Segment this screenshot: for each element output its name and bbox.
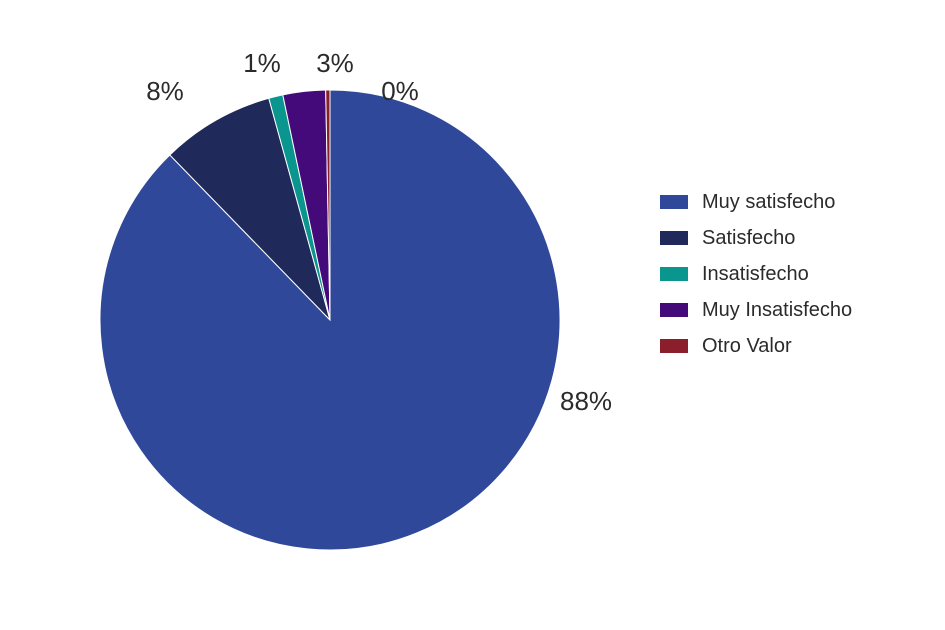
pie-slice-label: 8%	[146, 76, 184, 106]
legend-label: Muy Insatisfecho	[702, 299, 852, 321]
legend-swatch	[660, 303, 688, 317]
legend-swatch	[660, 267, 688, 281]
pie-slice-label: 88%	[560, 386, 612, 416]
pie-slice-label: 0%	[381, 76, 419, 106]
pie-chart-container: 88% 8% 1% 3% 0% Muy satisfecho Satisfecho Insat…	[0, 0, 945, 630]
legend-label: Satisfecho	[702, 227, 795, 249]
legend-label: Otro Valor	[702, 335, 792, 357]
legend-swatch	[660, 195, 688, 209]
pie-slice-label: 3%	[316, 48, 354, 78]
pie-chart-svg: 88% 8% 1% 3% 0% Muy satisfecho Satisfecho Insat…	[0, 0, 945, 630]
legend-swatch	[660, 231, 688, 245]
legend-swatch	[660, 339, 688, 353]
legend-label: Insatisfecho	[702, 263, 809, 285]
legend-label: Muy satisfecho	[702, 191, 835, 213]
pie-slice-label: 1%	[243, 48, 281, 78]
